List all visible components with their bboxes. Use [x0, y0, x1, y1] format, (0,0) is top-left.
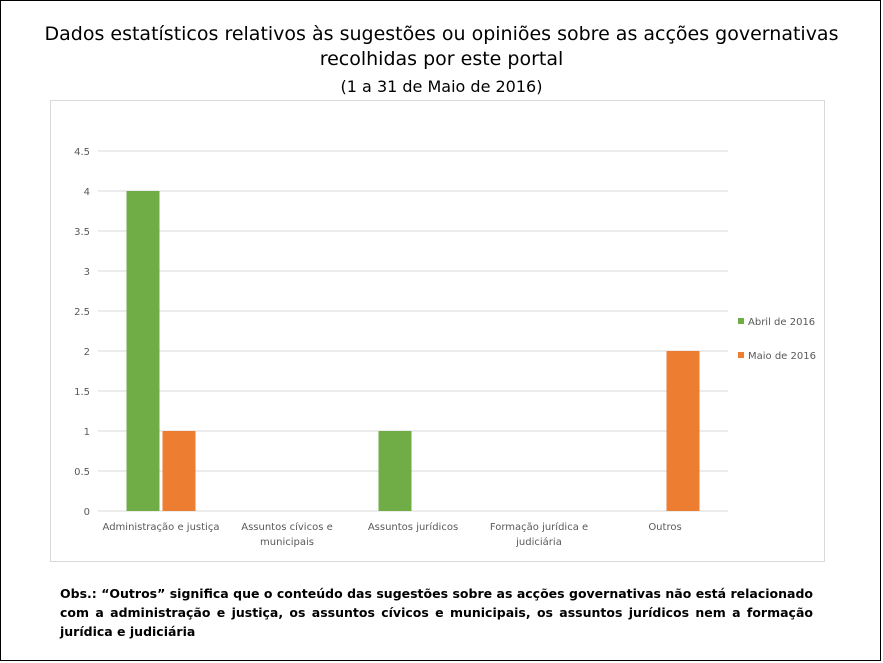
y-tick-label: 1 [84, 427, 90, 438]
y-tick-label: 2.5 [74, 307, 90, 318]
bar [162, 431, 196, 511]
y-tick-label: 3 [84, 267, 90, 278]
legend-swatch [738, 318, 744, 324]
page-title: Dados estatísticos relativos às sugestõe… [44, 23, 839, 70]
legend-label: Maio de 2016 [748, 351, 816, 362]
y-tick-label: 1.5 [74, 387, 90, 398]
x-tick-label: judiciária [515, 536, 562, 548]
y-tick-label: 0.5 [74, 467, 90, 478]
y-tick-label: 3.5 [74, 227, 90, 238]
chart-area: 0 0.5 1 1.5 2 2.5 3 3.5 4 4.5 Administração e just… [50, 100, 825, 562]
page-subtitle: (1 a 31 de Maio de 2016) [340, 77, 543, 96]
x-tick-label: Formação jurídica e [490, 521, 588, 533]
legend-swatch [738, 352, 744, 358]
y-tick-label: 4 [84, 187, 90, 198]
bar [126, 191, 160, 511]
x-tick-label: Assuntos cívicos e [241, 521, 333, 533]
x-tick-label: Outros [648, 522, 681, 533]
bar [378, 431, 412, 511]
x-tick-label: municipais [260, 537, 314, 548]
legend-label: Abril de 2016 [748, 317, 815, 328]
y-tick-label: 0 [84, 507, 90, 518]
footnote: Obs.: “Outros” significa que o conteúdo … [60, 586, 813, 639]
x-tick-label: Administração e justiça [103, 522, 220, 533]
y-tick-label: 2 [84, 347, 90, 358]
y-tick-label: 4.5 [74, 147, 90, 158]
bar-chart: 0 0.5 1 1.5 2 2.5 3 3.5 4 4.5 Administração e just… [74, 147, 816, 548]
x-tick-label: Assuntos jurídicos [368, 521, 458, 533]
bar [666, 351, 700, 511]
